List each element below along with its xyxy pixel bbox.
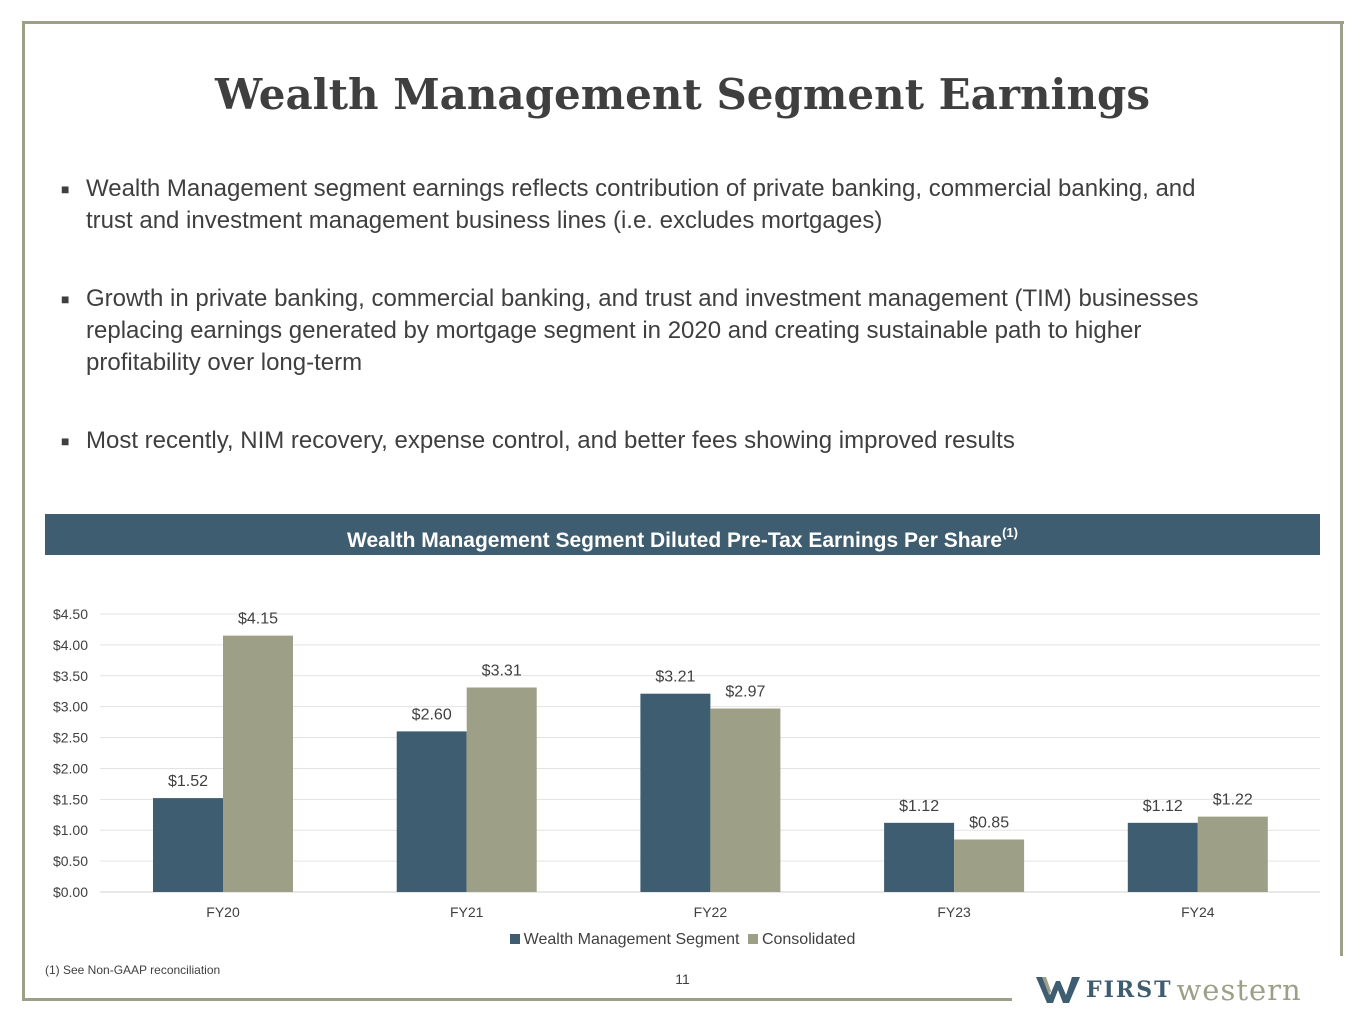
bar-wealth-management — [640, 693, 711, 892]
bar-wealth-management — [153, 798, 223, 892]
y-tick-label: $3.00 — [53, 699, 88, 715]
legend-swatch-wealth-management — [509, 934, 520, 944]
data-label: $0.85 — [969, 814, 1009, 831]
bullet-item: ■ Wealth Management segment earnings ref… — [58, 173, 1238, 237]
y-tick-label: $1.50 — [53, 791, 88, 807]
footnote: (1) See Non-GAAP reconciliation — [45, 963, 221, 977]
x-tick-label: FY20 — [206, 904, 240, 920]
legend-label: Wealth Management Segment — [523, 931, 740, 948]
x-tick-label: FY22 — [694, 904, 728, 920]
legend-label: Consolidated — [761, 931, 856, 948]
legend-swatch-consolidated — [747, 934, 758, 944]
frame-left-border — [22, 21, 25, 1001]
bullet-item: ■ Most recently, NIM recovery, expense c… — [58, 425, 1238, 457]
y-tick-label: $2.50 — [53, 730, 88, 746]
data-label: $3.31 — [482, 663, 522, 680]
data-label: $4.15 — [238, 611, 278, 628]
chart-legend: Wealth Management Segment Consolidated — [0, 931, 1365, 949]
logo-first-text: FIRST — [1086, 977, 1173, 1003]
y-tick-label: $3.50 — [53, 668, 88, 684]
y-tick-label: $0.00 — [53, 884, 88, 900]
bullet-text: Growth in private banking, commercial ba… — [86, 285, 1199, 376]
chart-title: Wealth Management Segment Diluted Pre-Ta… — [347, 529, 1003, 552]
chart-header-banner: Wealth Management Segment Diluted Pre-Ta… — [45, 514, 1320, 555]
chart-y-axis-ticks: $0.00 $0.50 $1.00 $1.50 $2.00 $2.50 $3.00 $3.50… — [53, 606, 88, 900]
chart-data-labels: $1.52 $4.15 $2.60 $3.31 $3.21 $2.97 $1.12 $0.85… — [168, 611, 1253, 832]
page-title: Wealth Management Segment Earnings — [215, 70, 1150, 119]
data-label: $3.21 — [655, 669, 695, 686]
chart-x-axis-ticks: FY20 FY21 FY22 FY23 FY24 — [206, 904, 1214, 920]
y-tick-label: $2.00 — [53, 760, 88, 776]
legend-item-consolidated: Consolidated — [747, 931, 856, 949]
frame-bottom-border — [22, 998, 1012, 1001]
logo-western-text: western — [1176, 973, 1302, 1007]
bullet-square-icon: ■ — [61, 433, 70, 449]
data-label: $1.12 — [1143, 798, 1183, 815]
bar-consolidated — [466, 687, 537, 892]
y-tick-label: $4.00 — [53, 637, 88, 653]
bullet-text: Most recently, NIM recovery, expense con… — [86, 427, 1015, 454]
bar-consolidated — [223, 635, 293, 892]
bar-consolidated — [954, 839, 1025, 892]
bullet-list: ■ Wealth Management segment earnings ref… — [58, 173, 1238, 457]
frame-top-border — [22, 21, 1344, 24]
bullet-text: Wealth Management segment earnings refle… — [86, 175, 1196, 234]
bar-consolidated — [1197, 816, 1268, 892]
y-tick-label: $0.50 — [53, 853, 88, 869]
first-western-w-icon — [1036, 977, 1080, 1003]
bar-wealth-management — [1127, 822, 1198, 892]
bar-wealth-management — [884, 822, 955, 892]
data-label: $1.12 — [899, 798, 939, 815]
y-tick-label: $1.00 — [53, 822, 88, 838]
y-tick-label: $4.50 — [53, 606, 88, 622]
frame-right-border — [1340, 21, 1343, 956]
first-western-logo: FIRST western — [1036, 972, 1302, 1008]
bar-consolidated — [710, 708, 781, 892]
data-label: $2.60 — [412, 706, 452, 723]
bullet-square-icon: ■ — [61, 181, 70, 197]
bullet-square-icon: ■ — [61, 291, 70, 307]
chart-bars — [153, 635, 1268, 892]
x-tick-label: FY24 — [1181, 904, 1215, 920]
data-label: $2.97 — [725, 684, 765, 701]
x-tick-label: FY23 — [937, 904, 971, 920]
data-label: $1.52 — [168, 773, 208, 790]
bullet-item: ■ Growth in private banking, commercial … — [58, 283, 1238, 379]
chart-title-footnote-marker: (1) — [1002, 525, 1018, 540]
x-tick-label: FY21 — [450, 904, 484, 920]
data-label: $1.22 — [1213, 792, 1253, 809]
page-number: 11 — [675, 971, 690, 987]
bar-wealth-management — [396, 731, 467, 892]
legend-item-wealth-management: Wealth Management Segment — [509, 931, 740, 949]
